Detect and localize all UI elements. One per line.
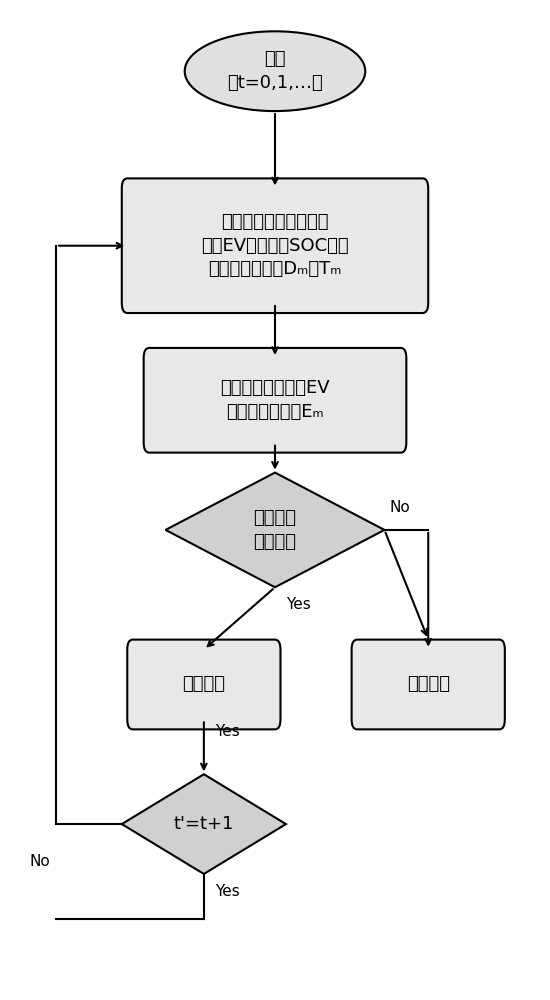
Text: 直接充电: 直接充电: [406, 675, 450, 693]
Text: 开始
（t=0,1,…）: 开始 （t=0,1,…）: [227, 50, 323, 92]
Text: No: No: [30, 854, 51, 869]
Ellipse shape: [185, 31, 365, 111]
FancyBboxPatch shape: [351, 640, 505, 729]
Text: Yes: Yes: [286, 597, 311, 612]
Text: 用户设备层为每辆EV
计算建议配合度Eₘ: 用户设备层为每辆EV 计算建议配合度Eₘ: [220, 379, 330, 421]
FancyBboxPatch shape: [144, 348, 406, 453]
Polygon shape: [122, 774, 286, 874]
Text: t'=t+1: t'=t+1: [174, 815, 234, 833]
FancyBboxPatch shape: [127, 640, 280, 729]
Text: 用户设备层获取充电参
数：EV荷电状态SOC，用
户设置需求里程Dₘ与Tₘ: 用户设备层获取充电参 数：EV荷电状态SOC，用 户设置需求里程Dₘ与Tₘ: [201, 213, 349, 278]
Text: Yes: Yes: [215, 884, 240, 899]
Polygon shape: [166, 473, 384, 587]
Text: 参与调度: 参与调度: [183, 675, 226, 693]
Text: Yes: Yes: [215, 724, 240, 739]
Text: No: No: [390, 500, 411, 515]
FancyBboxPatch shape: [122, 178, 428, 313]
Text: 用户选择
配合与否: 用户选择 配合与否: [254, 509, 296, 551]
